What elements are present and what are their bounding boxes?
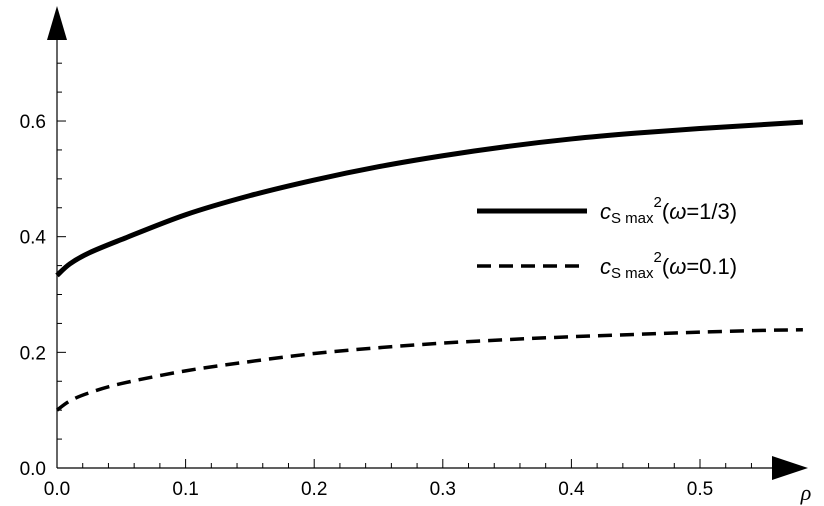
legend-value: =0.1) bbox=[686, 254, 737, 279]
x-tick-label: 0.5 bbox=[687, 479, 713, 500]
y-tick-label: 0.6 bbox=[20, 112, 46, 133]
x-tick-label: 0.3 bbox=[430, 479, 456, 500]
axes: 0.0 0.1 0.2 0.3 0.4 0.5 0.0 0.2 0.4 0.6 ρ bbox=[20, 6, 812, 505]
legend-label-0: cS max2(ω=1/3) bbox=[600, 194, 737, 227]
series-line-0 bbox=[55, 119, 804, 278]
legend-subscript: S max bbox=[611, 210, 654, 227]
x-axis-arrow bbox=[772, 456, 808, 480]
legend-omega: ω bbox=[669, 199, 686, 224]
series-line-1 bbox=[55, 328, 803, 412]
x-tick-label: 0.1 bbox=[172, 479, 198, 500]
legend-subscript: S max bbox=[611, 265, 654, 282]
legend-paren: ( bbox=[662, 254, 670, 279]
y-tick-label: 0.4 bbox=[20, 228, 47, 249]
legend-omega: ω bbox=[669, 254, 686, 279]
series-layer bbox=[55, 119, 804, 412]
legend-superscript: 2 bbox=[654, 194, 662, 211]
x-tick-label: 0.2 bbox=[301, 479, 327, 500]
legend-paren: ( bbox=[662, 199, 670, 224]
x-axis-label: ρ bbox=[800, 480, 812, 505]
legend: cS max2(ω=1/3)cS max2(ω=0.1) bbox=[477, 194, 737, 282]
legend-value: =1/3) bbox=[686, 199, 737, 224]
x-tick-label: 0.0 bbox=[44, 479, 70, 500]
x-tick-label: 0.4 bbox=[558, 479, 585, 500]
legend-label-1: cS max2(ω=0.1) bbox=[600, 249, 737, 282]
y-tick-label: 0.2 bbox=[20, 343, 46, 364]
y-axis-arrow bbox=[47, 6, 67, 40]
legend-c: c bbox=[600, 254, 611, 279]
legend-c: c bbox=[600, 199, 611, 224]
legend-superscript: 2 bbox=[654, 249, 662, 266]
y-tick-label: 0.0 bbox=[20, 459, 46, 480]
